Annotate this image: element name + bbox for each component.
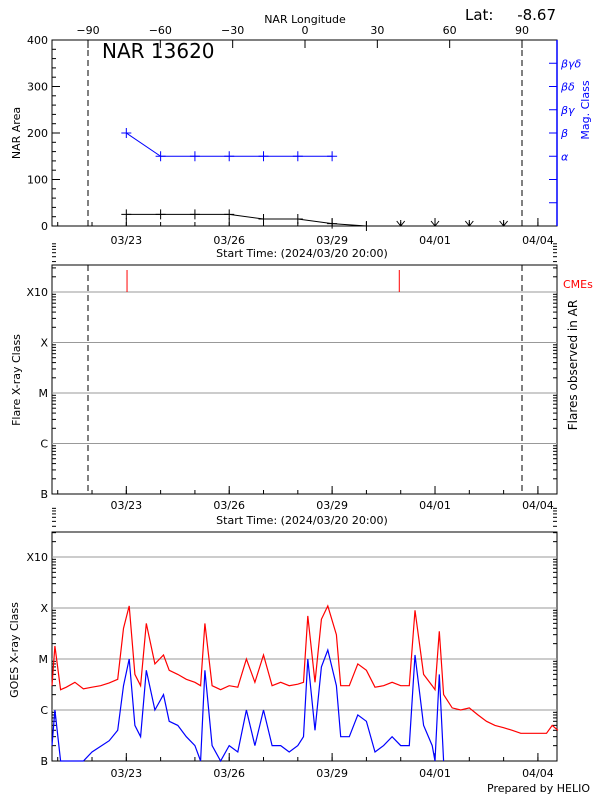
x-tick-label: 04/04 [522,767,554,780]
longitude-tick-label: 30 [370,24,384,37]
y-tick-label: C [40,438,48,451]
area-point [396,220,406,227]
y-tick-label: 200 [27,127,48,140]
mag-class-label: βγδ [560,57,582,70]
longitude-tick-label: −90 [76,24,99,37]
area-point [499,220,509,227]
mag-class-point [224,151,235,162]
area-point [430,220,440,227]
area-point [155,209,166,220]
x-tick-label: 03/23 [110,499,142,512]
y-tick-label: M [39,387,49,400]
longitude-tick-label: −60 [149,24,172,37]
longitude-tick-label: −30 [221,24,244,37]
mag-class-label: β [560,127,568,140]
mag-class-point [121,128,132,138]
flare-panel: Flare X-ray Class Flares observed in AR … [10,243,593,527]
mag-class-point [155,151,166,162]
y-tick-label: B [40,488,48,501]
y-tick-label: 0 [41,220,48,233]
mag-class-label: βγ [560,104,575,117]
x-tick-label: 04/04 [522,499,554,512]
y-tick-label: X10 [26,286,48,299]
mag-class-point [258,151,269,162]
top-axis-label: NAR Longitude [264,13,346,26]
x-tick-label: 04/01 [419,767,451,780]
x-tick-label: 04/04 [522,234,554,247]
y-axis-label: NAR Area [10,107,23,159]
y-axis-label: Flare X-ray Class [10,334,23,426]
area-point [189,209,200,220]
lat-value: -8.67 [517,6,556,24]
mag-class-point [327,151,338,162]
mag-class-point [292,151,303,162]
x-tick-label: 03/29 [316,234,348,247]
y-tick-label: C [40,704,48,717]
area-point [292,214,303,225]
mag-class-label: α [561,150,569,163]
x-axis-label: Start Time: (2024/03/20 20:00) [216,247,388,260]
y-tick-label: X10 [26,551,48,564]
y-tick-label: B [40,755,48,768]
plot-frame [51,531,558,762]
x-tick-label: 03/23 [110,767,142,780]
x-tick-label: 04/01 [419,234,451,247]
y-tick-label: 400 [27,34,48,47]
x-tick-label: 03/29 [316,767,348,780]
nar-panel: NAR Longitude Lat: -8.67 NAR 13620 NAR A… [10,6,592,260]
goes-panel: GOES X-ray Class Prepared by HELIO 03/23… [8,507,590,795]
x-tick-label: 04/01 [419,499,451,512]
x-axis-label: Start Time: (2024/03/20 20:00) [216,514,388,527]
x-tick-label: 03/26 [213,499,245,512]
credit-text: Prepared by HELIO [487,782,590,795]
right-axis-label: Flares observed in AR [566,300,580,430]
x-tick-label: 03/29 [316,499,348,512]
x-tick-label: 03/23 [110,234,142,247]
right-axis-label: Mag. Class [579,80,592,139]
y-tick-label: X [40,337,48,350]
area-point [464,220,474,227]
area-point [258,214,269,225]
cme-label: CMEs [563,278,593,291]
y-tick-label: 300 [27,81,48,94]
area-point [121,209,132,220]
area-point [327,218,338,229]
area-point [361,221,372,231]
y-tick-label: 100 [27,174,48,187]
mag-class-label: βδ [560,81,575,94]
goes-long-line [51,604,559,734]
x-tick-label: 03/26 [213,767,245,780]
x-tick-label: 03/26 [213,234,245,247]
y-axis-label: GOES X-ray Class [8,602,21,698]
longitude-tick-label: 90 [515,24,529,37]
goes-short-line [51,647,445,763]
y-tick-label: M [39,653,49,666]
plot-frame [51,264,558,495]
area-point [224,209,235,220]
mag-class-point [189,151,200,162]
longitude-tick-label: 0 [302,24,309,37]
area-line [126,213,504,227]
region-title: NAR 13620 [102,39,215,63]
lat-label: Lat: [465,6,493,24]
longitude-tick-label: 60 [443,24,457,37]
y-tick-label: X [40,602,48,615]
